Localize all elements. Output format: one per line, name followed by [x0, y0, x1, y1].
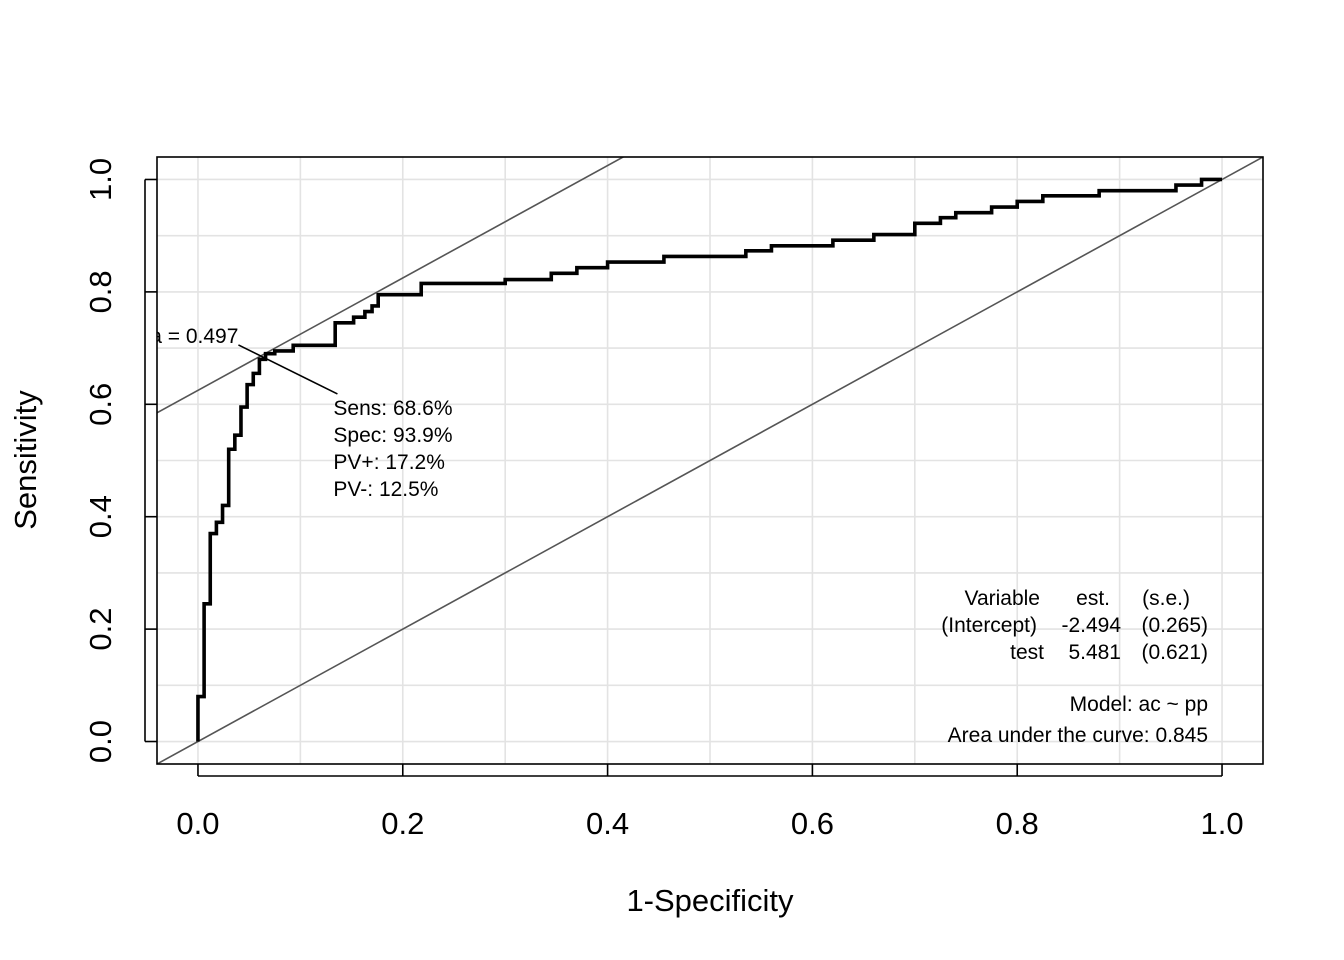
y-tick-label: 0.2 — [83, 608, 118, 651]
y-tick-label: 0.6 — [83, 383, 118, 426]
table-header-se: (s.e.) — [1142, 587, 1190, 610]
x-tick-label: 0.8 — [996, 806, 1039, 841]
optimal-point-pointer — [238, 344, 338, 395]
x-tick-label: 0.6 — [791, 806, 834, 841]
reference-line — [157, 157, 1263, 764]
optimal-stat-label: Sens: 68.6% — [333, 397, 452, 420]
table-row-se: (0.265) — [1141, 614, 1208, 637]
reference-lines — [157, 157, 1263, 764]
roc-curve — [196, 177, 1223, 742]
plot-border — [156, 156, 1264, 765]
optimal-stat-label: PV+: 17.2% — [333, 451, 445, 474]
table-header-est: est. — [1076, 587, 1110, 610]
table-header-variable: Variable — [965, 587, 1041, 610]
optimal-point-stats: Sens: 68.6% Spec: 93.9% PV+: 17.2% PV-: 12.… — [333, 397, 452, 501]
y-tick-label: 1.0 — [83, 158, 118, 201]
x-tick-label: 0.2 — [381, 806, 424, 841]
model-formula: Model: ac ~ pp — [1070, 693, 1208, 716]
optimal-cutoff-label: lr.eta = 0.497 — [116, 325, 238, 348]
reference-line — [157, 157, 625, 414]
y-tick-label: 0.4 — [83, 495, 118, 538]
y-tick-label: 0.0 — [83, 720, 118, 763]
x-tick-label: 0.4 — [586, 806, 629, 841]
optimal-stat-label: Spec: 93.9% — [333, 424, 452, 447]
table-row-variable: (Intercept) — [941, 614, 1037, 637]
model-table: Variable est. (s.e.) (Intercept) -2.494 … — [941, 587, 1208, 747]
optimal-stat-label: PV-: 12.5% — [333, 478, 438, 501]
table-row-se: (0.621) — [1141, 641, 1208, 664]
y-tick-label: 0.8 — [83, 270, 118, 313]
x-tick-label: 1.0 — [1200, 806, 1243, 841]
y-axis: 0.0 0.2 0.4 0.6 0.8 1.0 — [83, 158, 157, 763]
table-row-est: 5.481 — [1068, 641, 1121, 664]
x-axis-title: 1-Specificity — [626, 883, 794, 918]
y-axis-title: Sensitivity — [8, 390, 43, 530]
table-row-est: -2.494 — [1061, 614, 1121, 637]
x-axis: 0.0 0.2 0.4 0.6 0.8 1.0 — [176, 764, 1244, 841]
auc-label: Area under the curve: 0.845 — [948, 724, 1208, 747]
x-tick-label: 0.0 — [176, 806, 219, 841]
table-row-variable: test — [1010, 641, 1044, 664]
